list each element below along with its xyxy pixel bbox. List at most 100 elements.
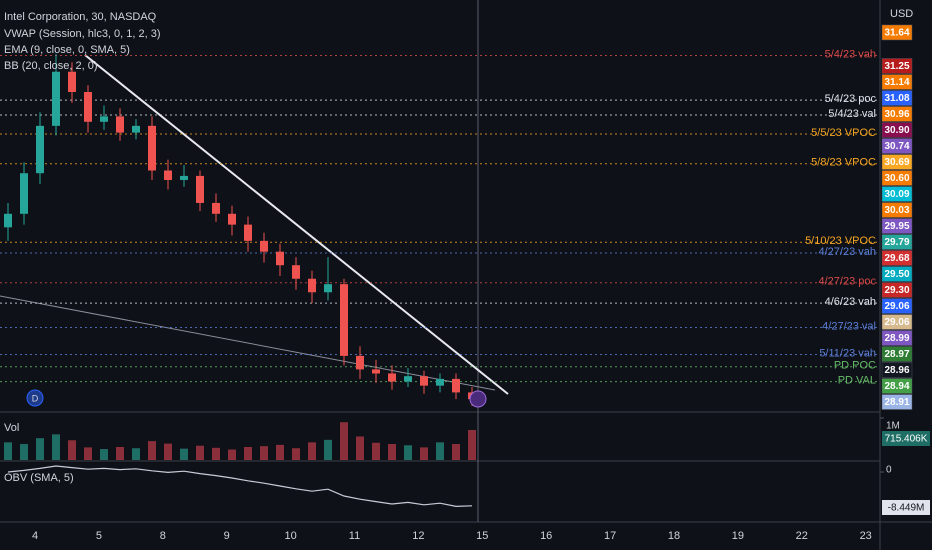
level-label: 4/27/23 vah [819,246,877,258]
candle-body [404,376,412,382]
level-label: PD POC [834,360,876,372]
candle-body [452,378,460,393]
price-label-box [881,154,913,170]
volume-bar [420,447,428,460]
volume-bar [36,438,44,460]
symbol-title: Intel Corporation, 30, NASDAQ [4,11,157,23]
x-tick-label: 9 [224,530,230,542]
candle-body [324,284,332,293]
dividend-icon[interactable] [26,389,44,407]
level-label: 4/6/23 vah [825,296,876,308]
candle-body [244,224,252,241]
level-label: 5/4/23 vah [825,48,876,60]
event-icon[interactable] [469,390,487,408]
x-tick-label: 11 [349,530,360,542]
volume-bar [372,442,380,460]
x-tick-label: 4 [32,530,38,542]
price-label-box [881,314,913,330]
level-label: 5/8/23 VPOC [811,157,876,169]
indicator-label: EMA (9, close, 0, SMA, 5) [4,44,130,56]
volume-bar [100,449,108,460]
candle-body [52,71,60,126]
price-label: 30.09 [884,189,909,200]
volume-bar [164,443,172,460]
price-label-box [881,170,913,186]
candle-body [356,355,364,370]
candle-body [68,71,76,93]
price-label: 28.99 [884,333,909,344]
price-label-box [881,282,913,298]
price-label: 29.30 [884,285,909,296]
price-label: 28.94 [884,381,909,392]
price-label-box [881,58,913,74]
candle-body [4,213,12,228]
candle-body [100,116,108,122]
x-tick-label: 18 [668,530,680,542]
level-label: PD VAL [838,374,876,386]
volume-bar [68,440,76,460]
candle-body [388,373,396,382]
volume-bar [212,447,220,460]
volume-bar [180,448,188,460]
candle-body [276,251,284,266]
obv-line [7,465,473,508]
x-tick-label: 17 [604,530,616,542]
level-label: 5/5/23 VPOC [811,127,876,139]
candle-body [228,213,236,225]
volume-bar [404,445,412,460]
volume-bar [324,439,332,460]
price-label-box [881,218,913,234]
price-label: 30.03 [884,205,909,216]
level-label: 5/4/23 poc [825,93,877,105]
price-label-box [881,362,913,378]
volume-bar [340,422,348,460]
volume-bar [52,434,60,460]
price-label-box [881,250,913,266]
value-label-box [882,500,930,515]
volume-bar [116,446,124,460]
volume-bar [276,444,284,460]
dividend-icon-text: D [32,393,39,403]
x-tick-label: 8 [160,530,166,542]
price-label-box [881,106,913,122]
price-label-box [881,138,913,154]
volume-bar [260,446,268,460]
candle-body [372,369,380,374]
price-label: 29.95 [884,221,909,232]
x-tick-label: 15 [476,530,488,542]
trend-line [84,54,509,395]
price-label: 31.14 [884,77,909,88]
price-label-box [881,330,913,346]
volume-bar [196,445,204,460]
price-label: 31.25 [884,61,909,72]
price-label: 29.06 [884,301,909,312]
candle-body [212,202,220,214]
price-label-box [881,346,913,362]
price-label-box [881,24,913,41]
price-label-box [881,74,913,90]
price-label-box [881,378,913,394]
volume-bar [244,446,252,460]
x-tick-label: 22 [796,530,808,542]
y-tick-label: 0 [886,465,892,476]
volume-bar [436,442,444,460]
indicator-label: BB (20, close, 2, 0) [4,60,98,72]
currency-label: USD [890,8,913,20]
volume-label: Vol [4,422,19,434]
candle-body [116,116,124,133]
value-label-box [882,431,930,446]
level-label: 5/10/23 VPOC [805,235,876,247]
price-label: 30.74 [884,141,909,152]
y-tick-label: 1M [886,421,900,432]
volume-bar [228,449,236,460]
price-label: 29.68 [884,253,909,264]
volume-bar [292,448,300,460]
price-label: 30.90 [884,125,909,136]
candle-body [340,284,348,356]
candle-body [20,173,28,214]
indicator-label: VWAP (Session, hlc3, 0, 1, 2, 3) [4,28,161,40]
level-label: 5/11/23 vah [819,347,876,359]
candle-body [436,378,444,386]
volume-bar [148,441,156,460]
